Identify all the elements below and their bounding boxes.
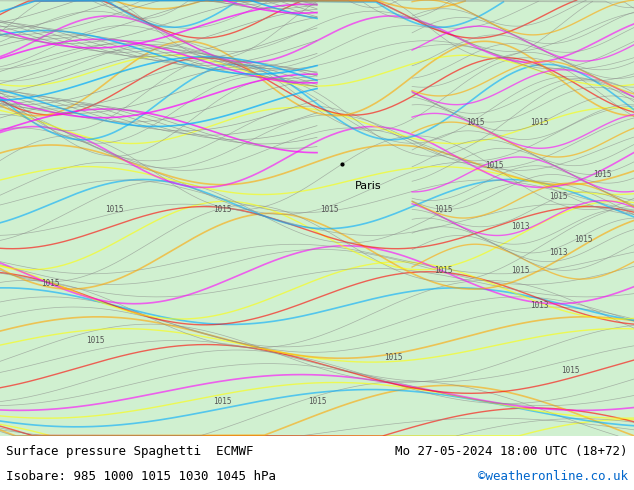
Text: 1015: 1015 — [384, 353, 403, 362]
Text: 1015: 1015 — [574, 235, 593, 245]
Text: 1015: 1015 — [561, 366, 580, 375]
Text: ©weatheronline.co.uk: ©weatheronline.co.uk — [477, 470, 628, 483]
Text: 1013: 1013 — [529, 301, 548, 310]
Text: Mo 27-05-2024 18:00 UTC (18+72): Mo 27-05-2024 18:00 UTC (18+72) — [395, 445, 628, 458]
Text: 1015: 1015 — [212, 397, 231, 406]
Text: 1015: 1015 — [529, 118, 548, 126]
Text: 1015: 1015 — [307, 397, 327, 406]
Text: 1015: 1015 — [466, 118, 485, 126]
Text: 1015: 1015 — [510, 266, 529, 275]
Text: Surface pressure Spaghetti  ECMWF: Surface pressure Spaghetti ECMWF — [6, 445, 254, 458]
Text: 1015: 1015 — [86, 336, 105, 344]
Text: 1015: 1015 — [434, 205, 453, 214]
Text: 1013: 1013 — [510, 222, 529, 231]
Text: 1015: 1015 — [105, 205, 124, 214]
Text: 1015: 1015 — [41, 279, 60, 288]
Text: 1015: 1015 — [593, 170, 612, 179]
Text: 1015: 1015 — [485, 161, 504, 170]
Text: 1013: 1013 — [548, 248, 567, 257]
Text: Isobare: 985 1000 1015 1030 1045 hPa: Isobare: 985 1000 1015 1030 1045 hPa — [6, 470, 276, 483]
Text: 1015: 1015 — [548, 192, 567, 201]
Text: Paris: Paris — [355, 181, 382, 191]
Text: 1015: 1015 — [434, 266, 453, 275]
Text: 1015: 1015 — [320, 205, 339, 214]
Text: 1015: 1015 — [212, 205, 231, 214]
